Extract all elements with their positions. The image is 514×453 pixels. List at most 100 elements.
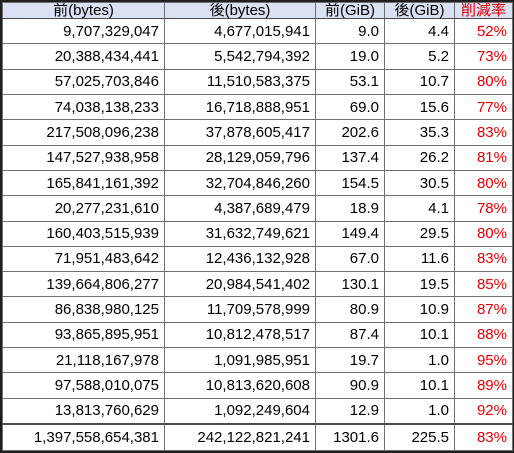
cell-after-gib[interactable]: 26.2 — [384, 144, 455, 171]
cell-after-gib[interactable]: 35.3 — [384, 119, 455, 146]
cell-after-gib[interactable]: 4.1 — [384, 195, 455, 222]
cell-reduction-rate[interactable]: 77% — [454, 93, 513, 121]
cell-before-bytes[interactable]: 217,508,096,238 — [2, 119, 165, 146]
cell-before-gib[interactable]: 19.0 — [315, 43, 385, 70]
cell-before-gib[interactable]: 80.9 — [315, 296, 385, 323]
cell-after-bytes[interactable]: 11,709,578,999 — [164, 296, 316, 323]
cell-after-bytes[interactable]: 20,984,541,402 — [164, 271, 316, 298]
cell-after-gib[interactable]: 1.0 — [384, 347, 455, 374]
cell-after-bytes[interactable]: 37,878,605,417 — [164, 119, 316, 146]
cell-before-bytes[interactable]: 20,277,231,610 — [2, 195, 165, 222]
cell-reduction-rate[interactable]: 87% — [454, 296, 513, 323]
table-row: 217,508,096,238 37,878,605,417 202.6 35.3 83… — [2, 119, 513, 146]
cell-before-gib[interactable]: 9.0 — [315, 17, 385, 45]
cell-after-gib[interactable]: 10.7 — [384, 68, 455, 95]
cell-reduction-rate[interactable]: 83% — [454, 119, 513, 146]
cell-after-gib[interactable]: 30.5 — [384, 169, 455, 197]
table-row: 93,865,895,951 10,812,478,517 87.4 10.1 88% — [2, 321, 513, 349]
cell-before-bytes[interactable]: 74,038,138,233 — [2, 93, 165, 121]
cell-after-gib[interactable]: 5.2 — [384, 43, 455, 70]
cell-before-bytes[interactable]: 139,664,806,277 — [2, 271, 165, 298]
cell-before-gib[interactable]: 87.4 — [315, 321, 385, 349]
cell-before-bytes[interactable]: 97,588,010,075 — [2, 372, 165, 399]
cell-after-bytes[interactable]: 5,542,794,392 — [164, 43, 316, 70]
cell-after-gib[interactable]: 19.5 — [384, 271, 455, 298]
total-after-gib[interactable]: 225.5 — [384, 423, 455, 452]
cell-after-bytes[interactable]: 4,387,689,479 — [164, 195, 316, 222]
cell-reduction-rate[interactable]: 95% — [454, 347, 513, 374]
cell-after-gib[interactable]: 11.6 — [384, 245, 455, 273]
cell-reduction-rate[interactable]: 89% — [454, 372, 513, 399]
cell-before-bytes[interactable]: 21,118,167,978 — [2, 347, 165, 374]
cell-before-gib[interactable]: 12.9 — [315, 397, 385, 425]
cell-after-gib[interactable]: 15.6 — [384, 93, 455, 121]
table-body: 9,707,329,047 4,677,015,941 9.0 4.4 52% 20,38… — [2, 17, 513, 452]
header-reduction-rate[interactable]: 削減率 — [454, 2, 513, 19]
cell-before-gib[interactable]: 53.1 — [315, 68, 385, 95]
header-before-gib[interactable]: 前(GiB) — [315, 2, 385, 19]
cell-after-bytes[interactable]: 31,632,749,621 — [164, 220, 316, 247]
table-row: 57,025,703,846 11,510,583,375 53.1 10.7 80% — [2, 68, 513, 95]
cell-after-bytes[interactable]: 1,091,985,951 — [164, 347, 316, 374]
cell-after-bytes[interactable]: 12,436,132,928 — [164, 245, 316, 273]
cell-reduction-rate[interactable]: 92% — [454, 397, 513, 425]
cell-reduction-rate[interactable]: 85% — [454, 271, 513, 298]
cell-reduction-rate[interactable]: 78% — [454, 195, 513, 222]
cell-after-bytes[interactable]: 4,677,015,941 — [164, 17, 316, 45]
cell-after-gib[interactable]: 10.9 — [384, 296, 455, 323]
cell-after-bytes[interactable]: 1,092,249,604 — [164, 397, 316, 425]
table-row: 9,707,329,047 4,677,015,941 9.0 4.4 52% — [2, 17, 513, 45]
cell-before-bytes[interactable]: 57,025,703,846 — [2, 68, 165, 95]
cell-before-gib[interactable]: 149.4 — [315, 220, 385, 247]
cell-reduction-rate[interactable]: 81% — [454, 144, 513, 171]
total-before-bytes[interactable]: 1,397,558,654,381 — [2, 423, 165, 452]
cell-before-gib[interactable]: 69.0 — [315, 93, 385, 121]
cell-reduction-rate[interactable]: 88% — [454, 321, 513, 349]
cell-after-gib[interactable]: 10.1 — [384, 321, 455, 349]
total-after-bytes[interactable]: 242,122,821,241 — [164, 423, 316, 452]
header-row: 前(bytes) 後(bytes) 前(GiB) 後(GiB) 削減率 — [2, 2, 513, 19]
cell-before-gib[interactable]: 154.5 — [315, 169, 385, 197]
cell-before-gib[interactable]: 67.0 — [315, 245, 385, 273]
cell-before-gib[interactable]: 19.7 — [315, 347, 385, 374]
cell-after-gib[interactable]: 29.5 — [384, 220, 455, 247]
cell-after-bytes[interactable]: 11,510,583,375 — [164, 68, 316, 95]
cell-after-bytes[interactable]: 28,129,059,796 — [164, 144, 316, 171]
cell-before-bytes[interactable]: 147,527,938,958 — [2, 144, 165, 171]
cell-before-bytes[interactable]: 9,707,329,047 — [2, 17, 165, 45]
cell-before-gib[interactable]: 90.9 — [315, 372, 385, 399]
cell-after-bytes[interactable]: 10,812,478,517 — [164, 321, 316, 349]
cell-before-bytes[interactable]: 86,838,980,125 — [2, 296, 165, 323]
cell-after-gib[interactable]: 1.0 — [384, 397, 455, 425]
cell-before-gib[interactable]: 202.6 — [315, 119, 385, 146]
cell-before-bytes[interactable]: 165,841,161,392 — [2, 169, 165, 197]
cell-before-bytes[interactable]: 93,865,895,951 — [2, 321, 165, 349]
cell-reduction-rate[interactable]: 80% — [454, 220, 513, 247]
cell-reduction-rate[interactable]: 80% — [454, 169, 513, 197]
cell-before-bytes[interactable]: 160,403,515,939 — [2, 220, 165, 247]
cell-before-gib[interactable]: 137.4 — [315, 144, 385, 171]
header-before-bytes[interactable]: 前(bytes) — [2, 2, 165, 19]
table-row: 71,951,483,642 12,436,132,928 67.0 11.6 83% — [2, 245, 513, 273]
cell-reduction-rate[interactable]: 52% — [454, 17, 513, 45]
table-row: 86,838,980,125 11,709,578,999 80.9 10.9 87% — [2, 296, 513, 323]
header-after-bytes[interactable]: 後(bytes) — [164, 2, 316, 19]
cell-reduction-rate[interactable]: 73% — [454, 43, 513, 70]
cell-after-bytes[interactable]: 16,718,888,951 — [164, 93, 316, 121]
total-reduction-rate[interactable]: 83% — [454, 423, 513, 452]
cell-after-bytes[interactable]: 10,813,620,608 — [164, 372, 316, 399]
cell-before-bytes[interactable]: 71,951,483,642 — [2, 245, 165, 273]
header-after-gib[interactable]: 後(GiB) — [384, 2, 455, 19]
cell-before-bytes[interactable]: 20,388,434,441 — [2, 43, 165, 70]
cell-reduction-rate[interactable]: 83% — [454, 245, 513, 273]
cell-after-gib[interactable]: 10.1 — [384, 372, 455, 399]
cell-before-gib[interactable]: 130.1 — [315, 271, 385, 298]
cell-reduction-rate[interactable]: 80% — [454, 68, 513, 95]
table-row: 20,388,434,441 5,542,794,392 19.0 5.2 73% — [2, 43, 513, 70]
cell-before-gib[interactable]: 18.9 — [315, 195, 385, 222]
cell-before-bytes[interactable]: 13,813,760,629 — [2, 397, 165, 425]
cell-after-gib[interactable]: 4.4 — [384, 17, 455, 45]
cell-after-bytes[interactable]: 32,704,846,260 — [164, 169, 316, 197]
total-before-gib[interactable]: 1301.6 — [315, 423, 385, 452]
